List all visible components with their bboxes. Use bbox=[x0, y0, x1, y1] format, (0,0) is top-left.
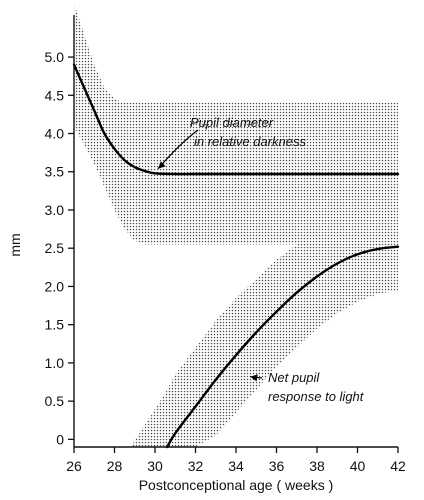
x-tick-label: 32 bbox=[188, 458, 204, 474]
y-ticks: 0 0.5 1.0 1.5 2.0 2.5 3.0 3.5 4.0 4.5 5.0 bbox=[45, 49, 74, 447]
y-tick-label: 4.0 bbox=[45, 126, 65, 142]
y-tick-label: 2.0 bbox=[45, 278, 65, 294]
x-tick-label: 30 bbox=[147, 458, 163, 474]
x-tick-label: 34 bbox=[228, 458, 244, 474]
annotations: Pupil diameter in relative darkness Net pu… bbox=[157, 115, 365, 404]
variability-bands bbox=[74, 3, 398, 447]
y-tick-label: 4.5 bbox=[45, 87, 65, 103]
annotation-text-2: Net pupil response to light bbox=[268, 370, 365, 404]
annotation-text-1: Pupil diameter in relative darkness bbox=[190, 115, 306, 149]
x-tick-label: 26 bbox=[66, 458, 82, 474]
x-tick-label: 36 bbox=[269, 458, 285, 474]
y-tick-label: 0 bbox=[56, 431, 64, 447]
series-line-1 bbox=[72, 63, 400, 176]
variability-band-1 bbox=[74, 3, 398, 245]
y-tick-label: 3.0 bbox=[45, 202, 65, 218]
x-tick-label: 40 bbox=[350, 458, 366, 474]
annotation-arrowhead-2 bbox=[250, 374, 258, 382]
annotation-arrowhead-1 bbox=[158, 161, 166, 169]
y-axis-label: mm bbox=[7, 233, 23, 256]
y-tick-label: 1.5 bbox=[45, 317, 65, 333]
x-ticks: 26 28 30 32 34 36 38 40 42 bbox=[66, 447, 406, 474]
y-tick-label: 2.5 bbox=[45, 240, 65, 256]
y-tick-label: 1.0 bbox=[45, 355, 65, 371]
x-tick-label: 38 bbox=[309, 458, 325, 474]
y-tick-label: 0.5 bbox=[45, 393, 65, 409]
series-line-2 bbox=[166, 245, 400, 449]
series-lines bbox=[72, 63, 400, 449]
x-axis-label: Postconceptional age ( weeks ) bbox=[139, 477, 334, 493]
variability-band-2 bbox=[130, 194, 398, 447]
x-tick-label: 42 bbox=[390, 458, 406, 474]
x-tick-label: 28 bbox=[107, 458, 123, 474]
y-tick-label: 3.5 bbox=[45, 164, 65, 180]
y-tick-label: 5.0 bbox=[45, 49, 65, 65]
